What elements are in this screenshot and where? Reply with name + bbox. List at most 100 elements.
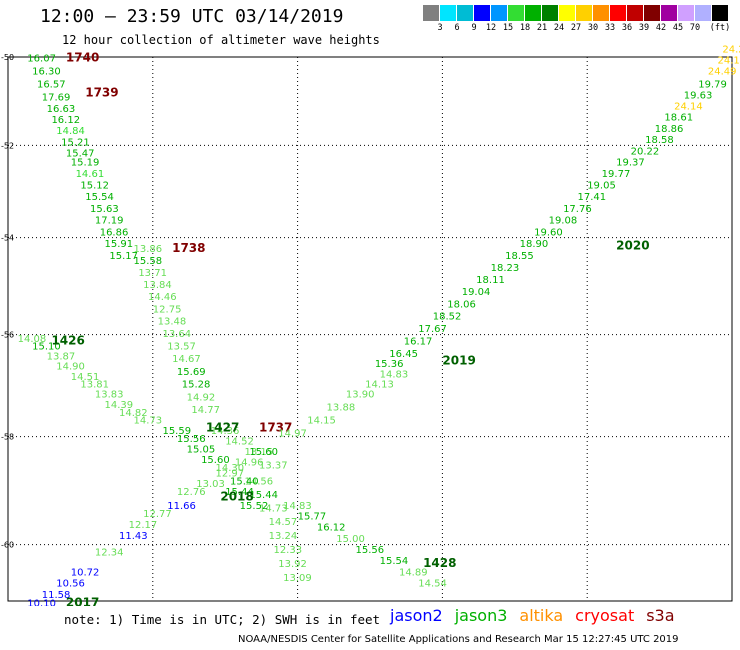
wave-height-label: 15.77 <box>298 512 327 523</box>
wave-height-label: 13.48 <box>158 317 187 328</box>
wave-height-label: 10.56 <box>56 579 85 590</box>
wave-height-label: 18.61 <box>664 113 693 124</box>
longitude-tick-label: 81 <box>293 605 303 606</box>
wave-height-map: 75 78 81 84 87 90 -50 -52 -54 -56 -58 -60 16.07 16.3… <box>1 45 740 606</box>
wave-height-label: 17.69 <box>42 93 71 104</box>
legend-swatch <box>695 5 712 21</box>
wave-height-label: 18.55 <box>505 251 534 262</box>
legend-label: 24 <box>553 23 565 33</box>
wave-height-color-legend: 3 6 9 12 15 18 21 24 27 30 33 36 39 42 45 70 (ft) <box>423 5 731 33</box>
wave-height-label: 13.37 <box>259 460 288 471</box>
wave-height-label: 14.39 <box>105 400 134 411</box>
wave-height-label: 17.76 <box>563 204 592 215</box>
wave-height-label: 13.81 <box>80 379 109 390</box>
wave-height-label: 11.66 <box>167 501 196 512</box>
legend-label: (ft) <box>709 23 731 33</box>
track-2020: 19.7719.3720.2218.5818.8618.6124.1419.63… <box>602 45 740 253</box>
legend-label: 3 <box>437 23 443 33</box>
track-time-label: 2017 <box>66 596 99 606</box>
footer-note: note: 1) Time is in UTC; 2) SWH is in fe… <box>64 612 381 627</box>
wave-height-label: 11.58 <box>42 590 71 601</box>
page-title: 12:00 – 23:59 UTC 03/14/2019 <box>40 6 344 27</box>
wave-height-label: 14.96 <box>235 458 264 469</box>
wave-height-label: 13.03 <box>196 479 225 490</box>
wave-height-label: 15.54 <box>85 192 114 203</box>
wave-height-label: 12.75 <box>153 304 182 315</box>
wave-height-label: 10.72 <box>71 567 100 578</box>
longitude-tick-label: 90 <box>727 605 737 606</box>
wave-height-label: 15.05 <box>187 444 216 455</box>
legend-label: 18 <box>519 23 531 33</box>
wave-height-label: 15.59 <box>162 426 191 437</box>
wave-height-label: 12.33 <box>273 545 302 556</box>
wave-height-label: 14.92 <box>187 392 216 403</box>
wave-height-label: 15.60 <box>201 455 230 466</box>
track-time-label: 1426 <box>51 334 84 348</box>
wave-height-label: 12.97 <box>216 468 245 479</box>
wave-height-label: 14.90 <box>56 362 85 373</box>
wave-height-label: 14.36 <box>211 426 240 437</box>
wave-height-label: 14.51 <box>71 372 100 383</box>
wave-height-label: 18.52 <box>433 312 462 323</box>
legend-label: 42 <box>655 23 667 33</box>
map-grid <box>7 56 733 602</box>
wave-height-label: 17.41 <box>578 192 607 203</box>
wave-height-label: 12.34 <box>95 548 124 559</box>
wave-height-label: 13.64 <box>162 329 191 340</box>
wave-height-label: 15.28 <box>182 379 211 390</box>
wave-height-label: 19.79 <box>698 79 727 90</box>
wave-height-label: 15.69 <box>177 367 206 378</box>
satellite-jason3: jason3 <box>454 606 508 625</box>
wave-height-label: 14.46 <box>148 292 177 303</box>
wave-height-label: 15.19 <box>71 158 100 169</box>
latitude-tick-label: -52 <box>1 141 14 150</box>
wave-height-label: 10.10 <box>27 599 56 606</box>
legend-label: 21 <box>536 23 548 33</box>
wave-height-label: 14.54 <box>418 579 447 590</box>
wave-height-label: 11.43 <box>119 531 148 542</box>
wave-height-label: 14.84 <box>56 126 85 137</box>
wave-height-label: 14.67 <box>172 354 201 365</box>
track-time-label: 2020 <box>616 239 649 253</box>
wave-height-label: 19.60 <box>534 227 563 238</box>
wave-height-label: 12.76 <box>177 487 206 498</box>
legend-swatch <box>576 5 593 21</box>
wave-height-label: 19.77 <box>602 169 631 180</box>
legend-color-bar <box>423 5 729 21</box>
satellite-altika: altika <box>519 606 564 625</box>
wave-height-label: 15.58 <box>133 256 162 267</box>
legend-label: 33 <box>604 23 616 33</box>
wave-height-label: 13.09 <box>283 573 312 584</box>
latitude-tick-label: -50 <box>1 53 14 62</box>
wave-height-label: 13.24 <box>269 531 298 542</box>
legend-swatch <box>559 5 576 21</box>
wave-height-label: 14.30 <box>216 463 245 474</box>
wave-height-label: 14.57 <box>269 517 298 528</box>
legend-swatch <box>678 5 695 21</box>
longitude-tick-label: 78 <box>148 605 158 606</box>
track-1426: 14.0815.1013.8714.9014.5113.8113.8314.39… <box>18 334 162 427</box>
track-time-label: 1737 <box>259 420 292 434</box>
latitude-tick-label: -54 <box>1 234 14 243</box>
wave-height-label: 15.36 <box>375 359 404 370</box>
wave-height-label: 13.71 <box>138 268 167 279</box>
track-1739: 1739 <box>85 85 118 99</box>
latitude-tick-label: -58 <box>1 433 14 442</box>
legend-label: 39 <box>638 23 650 33</box>
wave-height-label: 15.10 <box>32 342 61 353</box>
legend-swatch <box>508 5 525 21</box>
wave-height-label: 13.84 <box>143 280 172 291</box>
wave-height-label: 24.19 <box>718 55 740 66</box>
wave-height-label: 14.82 <box>119 408 148 419</box>
legend-label: 12 <box>485 23 497 33</box>
wave-height-label: 14.83 <box>380 369 409 380</box>
wave-height-label: 15.91 <box>105 239 134 250</box>
wave-height-label: 15.44 <box>225 487 254 498</box>
wave-height-label: 19.04 <box>462 287 491 298</box>
wave-height-label: 16.57 <box>37 79 66 90</box>
longitude-tick-label: 87 <box>582 605 592 606</box>
legend-swatch <box>661 5 678 21</box>
track-1428: 14.8315.7716.1215.0015.5615.5414.8914.54… <box>283 501 456 590</box>
legend-label: 9 <box>471 23 477 33</box>
